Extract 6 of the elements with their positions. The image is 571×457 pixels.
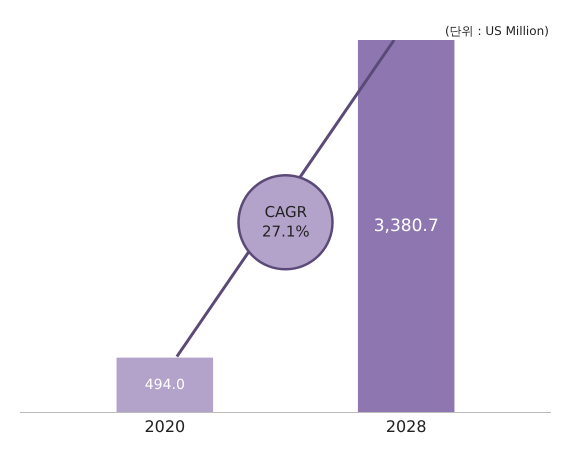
annotation: CAGR 27.1% [262,203,310,240]
x-tick-label: 2028 [386,417,427,436]
data-label: 494.0 [144,376,185,393]
text: (단위 : US Million) [445,24,549,38]
x-tick-label: 2020 [144,417,186,436]
data-label: 3,380.7 [374,216,439,236]
